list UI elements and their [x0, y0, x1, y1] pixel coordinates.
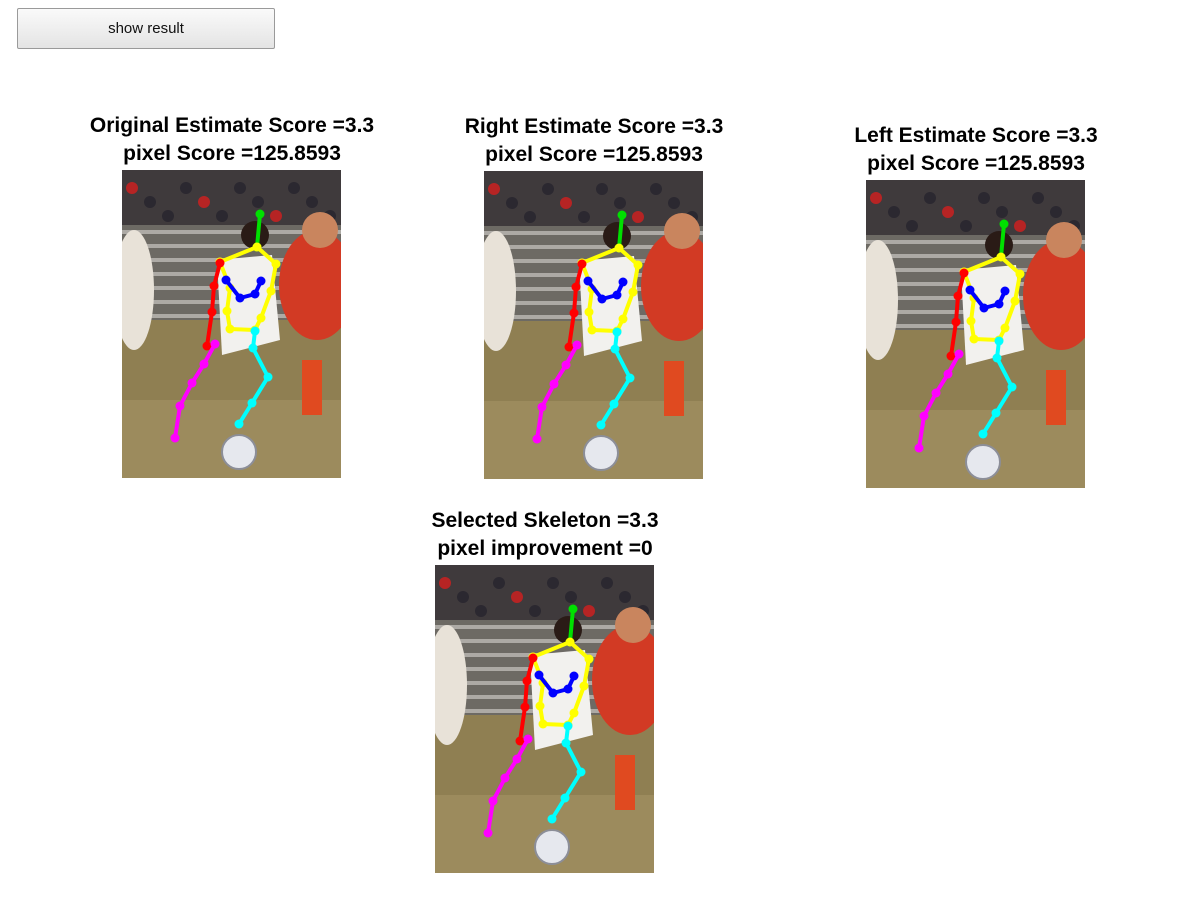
selected-skeleton-image	[435, 565, 654, 873]
original-score-label: Original Estimate Score =3.3	[89, 114, 375, 137]
panel-left-title: Left Estimate Score =3.3 pixel Score =12…	[816, 122, 1136, 178]
right-score-label: Right Estimate Score =3.3	[464, 115, 724, 138]
right-pixel-score-label: pixel Score =125.8593	[485, 143, 703, 166]
panel-right-title: Right Estimate Score =3.3 pixel Score =1…	[434, 113, 754, 169]
left-pixel-score-label: pixel Score =125.8593	[867, 152, 1085, 175]
selected-skeleton-label: Selected Skeleton =3.3	[431, 509, 659, 532]
panel-selected-title: Selected Skeleton =3.3 pixel improvement…	[385, 507, 705, 563]
left-estimate-image	[866, 180, 1085, 488]
show-result-button[interactable]: show result	[17, 8, 275, 49]
pixel-improvement-label: pixel improvement =0	[437, 537, 653, 560]
original-estimate-image	[122, 170, 341, 478]
right-estimate-image	[484, 171, 703, 479]
left-score-label: Left Estimate Score =3.3	[854, 124, 1098, 147]
original-pixel-score-label: pixel Score =125.8593	[123, 142, 341, 165]
panel-original-title: Original Estimate Score =3.3 pixel Score…	[72, 112, 392, 168]
